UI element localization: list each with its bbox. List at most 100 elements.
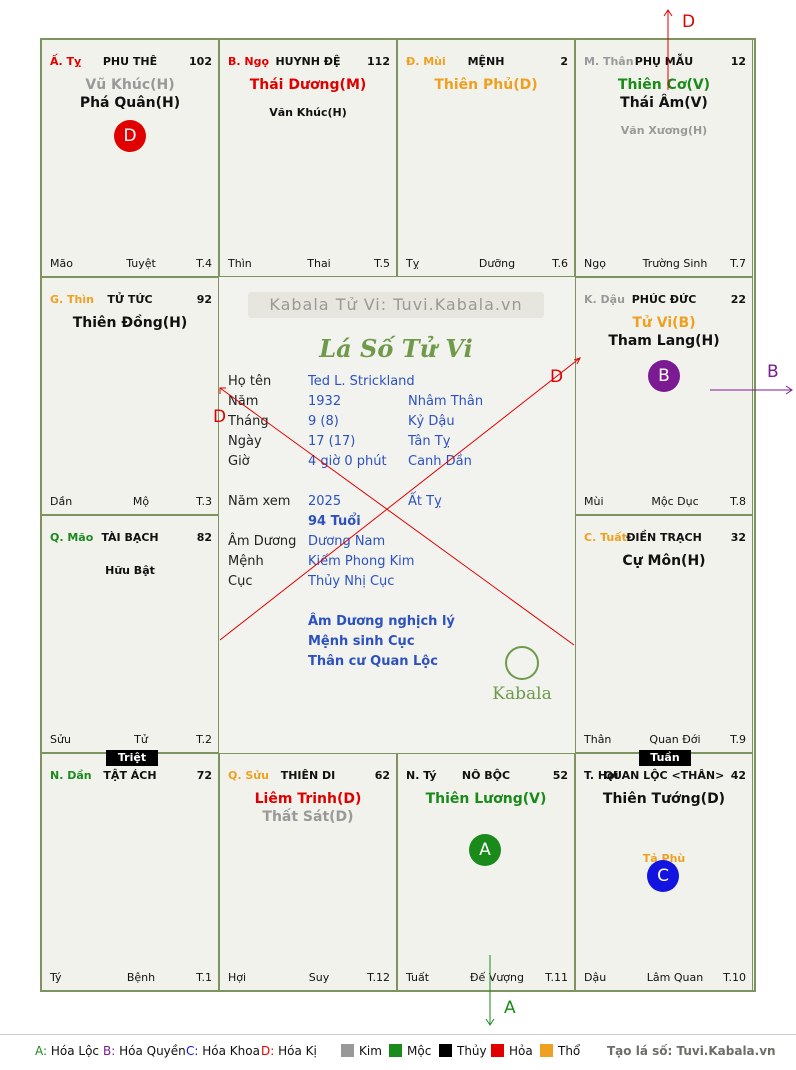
- legend-hoa-loc: A: Hóa Lộc: [35, 1044, 100, 1058]
- palace-title: NÔ BỘC: [461, 769, 511, 782]
- brand-banner: Kabala Tử Vi: Tuvi.Kabala.vn: [248, 292, 544, 318]
- palace-footer: Thân Quan Đới T.9: [584, 733, 746, 746]
- palace-title: TỬ TỨC: [107, 293, 153, 306]
- info-row: Ngày 17 (17) Tân Tỵ: [228, 434, 568, 454]
- info-row: Giờ 4 giờ 0 phút Canh Dần: [228, 454, 568, 474]
- palace-stage: Lâm Quan: [646, 971, 704, 984]
- palace-stem: K. Dậu: [584, 293, 625, 306]
- star-list: Thiên Cơ(V) Thái Âm(V) Văn Xương(H): [576, 76, 752, 137]
- palace-ngo: B. Ngọ HUYNH ĐỆ 112 Thái Dương(M) Văn Khú…: [219, 39, 397, 277]
- info-key: Ngày: [228, 434, 262, 449]
- palace-stage: Đế Vượng: [470, 971, 524, 984]
- info-key: Họ tên: [228, 374, 272, 389]
- star-list: Tử Vi(B) Tham Lang(H): [576, 314, 752, 350]
- palace-branch: Tỵ: [406, 257, 420, 270]
- info-value: Thủy Nhị Cục: [308, 574, 395, 589]
- palace-stage: Quan Đới: [649, 733, 701, 746]
- palace-number: 62: [374, 769, 390, 782]
- palace-footer: Ngọ Trường Sinh T.7: [584, 257, 746, 270]
- palace-footer: Tuất Đế Vượng T.11: [406, 971, 568, 984]
- palace-than: M. Thân PHỤ MẪU 12 Thiên Cơ(V) Thái Âm(V)…: [575, 39, 753, 277]
- palace-dau: K. Dậu PHÚC ĐỨC 22 Tử Vi(B) Tham Lang(H) …: [575, 277, 753, 515]
- palace-stage: Mộ: [132, 495, 150, 508]
- note-line: Mệnh sinh Cục: [308, 634, 415, 649]
- palace-age: T.8: [730, 495, 746, 508]
- palace-age: T.6: [552, 257, 568, 270]
- info-value: Kiếm Phong Kim: [308, 554, 415, 569]
- palace-number: 92: [196, 293, 212, 306]
- palace-age: T.11: [545, 971, 568, 984]
- palace-stage: Mộc Dục: [651, 495, 699, 508]
- star-main: Phá Quân(H): [79, 95, 181, 111]
- info-value-2: Tân Tỵ: [408, 434, 451, 449]
- palace-branch: Tý: [50, 971, 62, 984]
- tree-icon: [505, 646, 539, 680]
- arrow-label-right: B: [767, 362, 779, 382]
- palace-dan: N. Dần TẬT ÁCH 72 Tý Bệnh T.1: [41, 753, 219, 991]
- info-value: 1932: [308, 394, 342, 409]
- logo-text: Kabala: [492, 684, 552, 704]
- palace-stem: B. Ngọ: [228, 55, 270, 68]
- star-list: Hữu Bật: [42, 552, 218, 577]
- palace-footer: Dậu Lâm Quan T.10: [584, 971, 746, 984]
- palace-footer: Mùi Mộc Dục T.8: [584, 495, 746, 508]
- star-list: Cự Môn(H): [576, 552, 752, 570]
- info-value-2: Ất Tỵ: [408, 494, 442, 509]
- palace-stem: Q. Sửu: [228, 769, 269, 782]
- info-value: 2025: [308, 494, 342, 509]
- palace-title: TẬT ÁCH: [103, 769, 157, 782]
- star-main: Tử Vi(B): [632, 315, 696, 331]
- info-key: Giờ: [228, 454, 250, 469]
- star-main: Thiên Phủ(D): [434, 77, 538, 93]
- arrow-label-bottom: A: [504, 998, 516, 1018]
- palace-stem: Q. Mão: [50, 531, 94, 544]
- info-value: 9 (8): [308, 414, 339, 429]
- palace-stem: C. Tuất: [584, 531, 627, 544]
- star-main: Thiên Tướng(D): [602, 791, 726, 807]
- star-list: Thiên Đồng(H): [42, 314, 218, 332]
- palace-branch: Dần: [50, 495, 73, 508]
- palace-tuat: C. Tuất ĐIỀN TRẠCH 32 Cự Môn(H) Thân Qua…: [575, 515, 753, 753]
- chart-board: Ấ. Tỵ PHU THÊ 102 Vũ Khúc(H) Phá Quân(H) …: [40, 38, 756, 992]
- star-main: Liêm Trinh(D): [254, 791, 362, 807]
- star-minor: Văn Xương(H): [620, 124, 708, 137]
- palace-title: THIÊN DI: [280, 769, 336, 782]
- palace-stem: Ấ. Tỵ: [50, 55, 82, 68]
- palace-footer: Tý Bệnh T.1: [50, 971, 212, 984]
- palace-stem: N. Tý: [406, 769, 437, 782]
- palace-branch: Mùi: [584, 495, 604, 508]
- star-list: Thái Dương(M) Văn Khúc(H): [220, 76, 396, 119]
- info-key: Âm Dương: [228, 534, 297, 549]
- info-key: Tháng: [228, 414, 269, 429]
- palace-footer: Sửu Tử T.2: [50, 733, 212, 746]
- palace-branch: Ngọ: [584, 257, 606, 270]
- legend-bar: A: Hóa Lộc B: Hóa Quyền C: Hóa Khoa D: H…: [0, 1034, 796, 1069]
- line-diagonal-1: [219, 357, 581, 641]
- info-row: Mệnh Kiếm Phong Kim: [228, 554, 568, 574]
- arrow-label-left: D: [213, 407, 227, 427]
- palace-mui: Đ. Mùi MỆNH 2 Thiên Phủ(D) Tỵ Dưỡng T.6: [397, 39, 575, 277]
- info-value-2: Canh Dần: [408, 454, 472, 469]
- note-line: Âm Dương nghịch lý: [308, 614, 455, 629]
- palace-branch: Hợi: [228, 971, 247, 984]
- star-main: Thái Âm(V): [620, 95, 708, 111]
- line-diagonal-2: [219, 387, 575, 646]
- star-main: Thái Dương(M): [249, 77, 367, 93]
- palace-suu: Q. Sửu THIÊN DI 62 Liêm Trinh(D) Thất Sát…: [219, 753, 397, 991]
- palace-footer: Mão Tuyệt T.4: [50, 257, 212, 270]
- palace-number: 102: [189, 55, 212, 68]
- info-row: Âm Dương Dương Nam: [228, 534, 568, 554]
- note-line: Thân cư Quan Lộc: [308, 654, 438, 669]
- palace-stage: Tử: [134, 733, 148, 746]
- info-row: 94 Tuổi: [228, 514, 568, 534]
- legend-moc: Mộc: [389, 1044, 431, 1058]
- hoa-khoa-circle: C: [647, 860, 679, 892]
- palace-stage: Dưỡng: [478, 257, 516, 270]
- info-row: Tháng 9 (8) Kỷ Dậu: [228, 414, 568, 434]
- hoa-ki-circle: D: [114, 120, 146, 152]
- arrowhead-right-b: [785, 385, 793, 395]
- star-main: Thiên Cơ(V): [617, 77, 711, 93]
- star-minor: Văn Khúc(H): [269, 106, 347, 119]
- palace-footer: Hợi Suy T.12: [228, 971, 390, 984]
- legend-kim: Kim: [341, 1044, 382, 1058]
